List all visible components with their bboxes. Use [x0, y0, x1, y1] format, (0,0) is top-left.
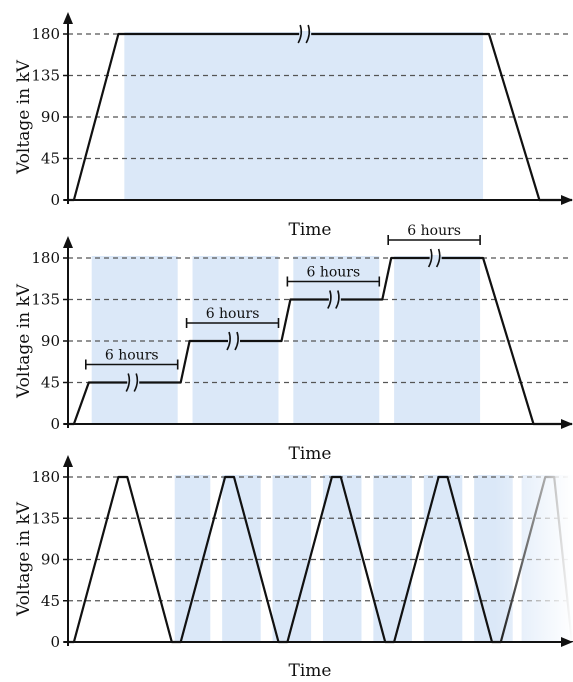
axis-break-mark	[297, 24, 303, 44]
axis-break-gap	[127, 379, 140, 386]
axis-break-gap	[328, 296, 341, 303]
y-tick-label: 90	[41, 551, 60, 569]
y-tick-label: 135	[31, 509, 60, 527]
y-axis-arrow	[63, 236, 73, 248]
y-tick-label: 45	[41, 374, 60, 392]
shaded-interval	[394, 256, 481, 424]
duration-label: 6 hours	[206, 306, 260, 322]
duration-label: 6 hours	[306, 265, 360, 281]
shaded-interval	[293, 256, 380, 424]
y-axis-title: Voltage in kV	[14, 501, 34, 617]
duration-label: 6 hours	[105, 348, 159, 364]
y-tick-label: 180	[31, 468, 60, 486]
y-tick-label: 135	[31, 67, 60, 85]
y-tick-label: 180	[31, 25, 60, 43]
axis-break-gap	[228, 338, 241, 344]
shaded-interval	[91, 256, 178, 424]
y-tick-label: 135	[31, 291, 60, 309]
voltage-line	[68, 256, 572, 426]
axis-break-mark	[133, 373, 139, 392]
shaded-interval	[373, 475, 412, 642]
axis-break-mark	[125, 373, 131, 392]
shaded-interval	[272, 475, 312, 642]
axis-break-mark	[226, 331, 231, 351]
y-tick-label: 90	[41, 108, 60, 126]
y-tick-label: 180	[31, 249, 60, 267]
axis-break-mark	[427, 248, 433, 268]
axis-break-gap	[299, 31, 312, 37]
y-axis-arrow	[63, 12, 73, 24]
shaded-interval	[423, 475, 463, 642]
x-axis-arrow	[561, 195, 573, 205]
y-tick-label: 0	[50, 633, 60, 651]
axis-break-mark	[335, 290, 340, 309]
shaded-interval	[322, 475, 362, 642]
panel-stepwise-voltage: 0 45 90 135 180 6 hours 6 hours 6 hours 6 hours T…	[14, 223, 573, 464]
panel-constant-voltage: 0 45 90 135 180 Time Voltage in kV	[14, 12, 573, 240]
shaded-interval	[174, 475, 211, 642]
fade-out-overlay	[494, 455, 573, 641]
axis-break-mark	[234, 331, 239, 351]
panel-cyclic-voltage: 0 45 90 135 180 Time Voltage in kV	[14, 455, 573, 681]
x-axis-title: Time	[289, 444, 332, 464]
x-axis-arrow	[561, 637, 573, 647]
y-axis-arrow	[63, 455, 73, 467]
axis-break-mark	[305, 24, 311, 44]
y-tick-label: 90	[41, 332, 60, 350]
axis-break-mark	[435, 248, 441, 268]
duration-label: 6 hours	[407, 223, 461, 239]
axis-break-gap	[429, 255, 442, 261]
y-tick-label: 45	[41, 150, 60, 168]
y-tick-label: 0	[50, 191, 60, 209]
x-axis-title: Time	[289, 220, 332, 240]
y-axis-title: Voltage in kV	[14, 283, 34, 399]
x-axis-title: Time	[289, 661, 332, 681]
y-tick-label: 0	[50, 415, 60, 433]
shaded-interval	[124, 32, 484, 200]
y-tick-label: 45	[41, 592, 60, 610]
axis-break-mark	[327, 290, 332, 309]
x-axis-arrow	[561, 419, 573, 429]
y-axis-title: Voltage in kV	[14, 59, 34, 175]
